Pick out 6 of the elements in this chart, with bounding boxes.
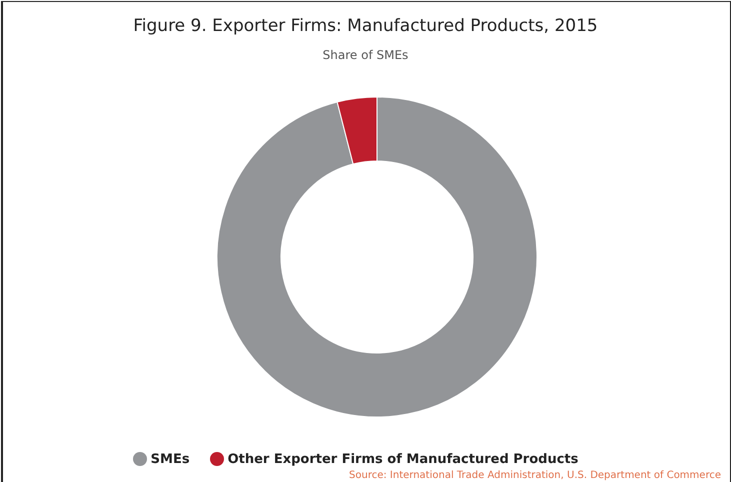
source-note: Source: International Trade Administration, U.S. Department of Commerce: [349, 470, 721, 481]
legend-label: SMEs: [150, 452, 190, 467]
chart-subtitle: Share of SMEs: [322, 48, 410, 62]
legend-label: Other Exporter Firms of Manufactured Products: [228, 452, 578, 467]
chart-title: Figure 9. Exporter Firms: Manufactured Products, 2015: [132, 16, 599, 36]
donut-slice: [216, 96, 538, 418]
